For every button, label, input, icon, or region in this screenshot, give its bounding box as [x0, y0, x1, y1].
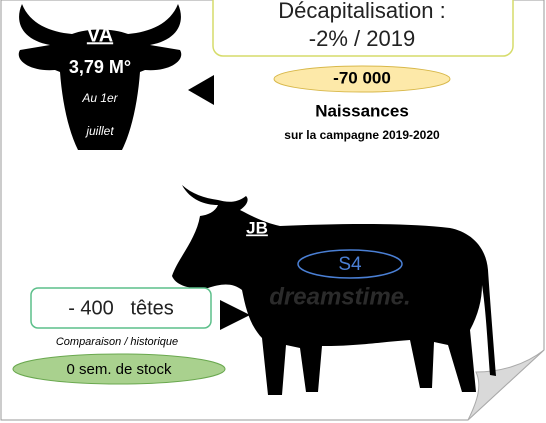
births-value: -70 000: [333, 68, 391, 87]
stock-value: - 400 têtes: [68, 297, 174, 319]
head-value: 3,79 M°: [69, 57, 131, 77]
infographic: VA 3,79 M° Au 1er juillet Décapitalisati…: [0, 0, 546, 423]
decap-value: -2% / 2019: [309, 26, 415, 51]
stock-note: Comparaison / historique: [56, 336, 178, 348]
births-label: Naissances: [315, 101, 409, 120]
stock-weeks: 0 sem. de stock: [66, 361, 172, 378]
watermark: dreamstime.: [269, 283, 410, 310]
head-note: juillet: [84, 124, 114, 138]
bull-badge-text: S4: [338, 254, 362, 275]
head-note: Au 1er: [81, 91, 118, 105]
decap-title: Décapitalisation :: [278, 0, 446, 23]
births-period: sur la campagne 2019-2020: [284, 128, 440, 142]
bull-label: JB: [246, 218, 268, 237]
head-label: VA: [87, 24, 113, 46]
